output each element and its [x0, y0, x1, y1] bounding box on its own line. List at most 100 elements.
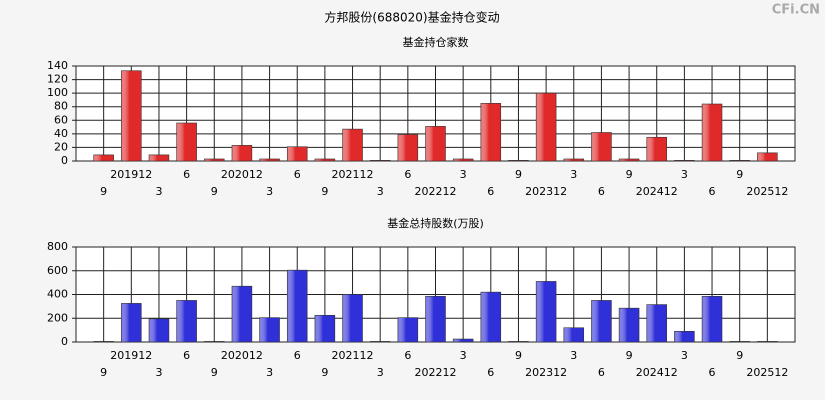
x-tick-label: 3: [570, 349, 577, 362]
bar: [369, 160, 391, 162]
y-tick-label: 120: [47, 73, 68, 86]
x-tick-label: 202112: [332, 168, 374, 181]
bar: [176, 300, 197, 343]
x-tick-label: 9: [100, 185, 107, 198]
x-tick-label: 6: [404, 168, 411, 181]
x-tick-label: 202312: [525, 185, 567, 198]
x-tick-label: 9: [515, 168, 522, 181]
x-tick-label: 3: [460, 168, 467, 181]
y-tick-label: 0: [61, 154, 68, 167]
bar: [342, 128, 363, 162]
x-tick-label: 9: [211, 185, 218, 198]
bar: [701, 103, 723, 162]
y-tick-label: 140: [47, 59, 68, 72]
y-tick-label: 200: [47, 311, 68, 324]
bar: [204, 158, 225, 162]
x-tick-label: 9: [321, 185, 328, 198]
bar: [646, 136, 667, 162]
x-tick-label: 202012: [221, 349, 263, 362]
bar: [425, 126, 446, 162]
bar: [452, 338, 474, 343]
x-tick-label: 202312: [525, 366, 567, 379]
x-tick-label: 3: [155, 366, 162, 379]
x-tick-label: 3: [266, 185, 273, 198]
bar: [591, 300, 612, 343]
x-tick-label: 3: [377, 366, 384, 379]
bar: [425, 295, 446, 343]
x-tick-label: 6: [487, 185, 494, 198]
bar: [231, 145, 253, 162]
x-tick-label: 6: [709, 366, 716, 379]
bar: [674, 331, 695, 343]
bar: [148, 154, 170, 162]
bar: [480, 103, 502, 162]
x-tick-label: 6: [709, 185, 716, 198]
x-tick-label: 3: [681, 349, 688, 362]
bar: [480, 291, 502, 343]
bar: [93, 154, 114, 162]
bar: [618, 158, 640, 162]
chart-title: 基金持仓家数: [403, 35, 469, 49]
bar: [121, 303, 142, 343]
bar: [342, 294, 363, 343]
x-tick-label: 202212: [415, 185, 457, 198]
x-tick-label: 9: [321, 366, 328, 379]
x-tick-label: 6: [487, 366, 494, 379]
page-title: 方邦股份(688020)基金持仓变动: [324, 10, 499, 25]
bar: [286, 269, 308, 343]
x-tick-label: 3: [570, 168, 577, 181]
y-tick-label: 600: [47, 264, 68, 277]
y-tick-label: 800: [47, 240, 68, 253]
bar: [93, 341, 114, 343]
bar: [508, 160, 529, 162]
bar: [314, 314, 336, 343]
bar: [286, 146, 308, 162]
bar: [259, 317, 280, 343]
y-tick-label: 20: [54, 140, 68, 153]
bar: [729, 160, 750, 162]
x-tick-label: 201912: [110, 168, 152, 181]
x-tick-label: 202012: [221, 168, 263, 181]
bar: [701, 295, 723, 343]
x-tick-label: 202112: [332, 349, 374, 362]
x-tick-label: 9: [626, 168, 633, 181]
y-tick-label: 40: [54, 127, 68, 140]
bar: [563, 327, 585, 343]
x-tick-label: 9: [626, 349, 633, 362]
x-tick-label: 202512: [746, 185, 788, 198]
x-tick-label: 6: [294, 168, 301, 181]
x-tick-label: 3: [681, 168, 688, 181]
x-tick-label: 6: [598, 366, 605, 379]
x-tick-label: 6: [183, 168, 190, 181]
x-tick-label: 6: [294, 349, 301, 362]
x-tick-label: 201912: [110, 349, 152, 362]
chart-title: 基金总持股数(万股): [387, 216, 484, 230]
bar: [148, 318, 170, 343]
x-tick-label: 202212: [415, 366, 457, 379]
y-tick-label: 60: [54, 113, 68, 126]
y-tick-label: 0: [61, 335, 68, 348]
y-tick-label: 100: [47, 86, 68, 99]
bar: [259, 158, 280, 162]
bar: [121, 70, 142, 162]
bar: [618, 307, 640, 343]
bar: [204, 341, 225, 343]
bar: [563, 158, 585, 162]
y-tick-label: 80: [54, 100, 68, 113]
x-tick-label: 3: [460, 349, 467, 362]
x-tick-label: 202412: [636, 366, 678, 379]
bar: [231, 285, 253, 343]
bar: [674, 160, 695, 162]
bar: [535, 92, 557, 162]
x-tick-label: 6: [404, 349, 411, 362]
bar: [757, 341, 778, 343]
x-tick-label: 9: [211, 366, 218, 379]
bar: [729, 341, 750, 343]
bar: [452, 158, 474, 162]
bar: [646, 304, 667, 343]
x-tick-label: 9: [515, 349, 522, 362]
x-tick-label: 6: [183, 349, 190, 362]
x-tick-label: 202512: [746, 366, 788, 379]
bar: [757, 152, 778, 162]
